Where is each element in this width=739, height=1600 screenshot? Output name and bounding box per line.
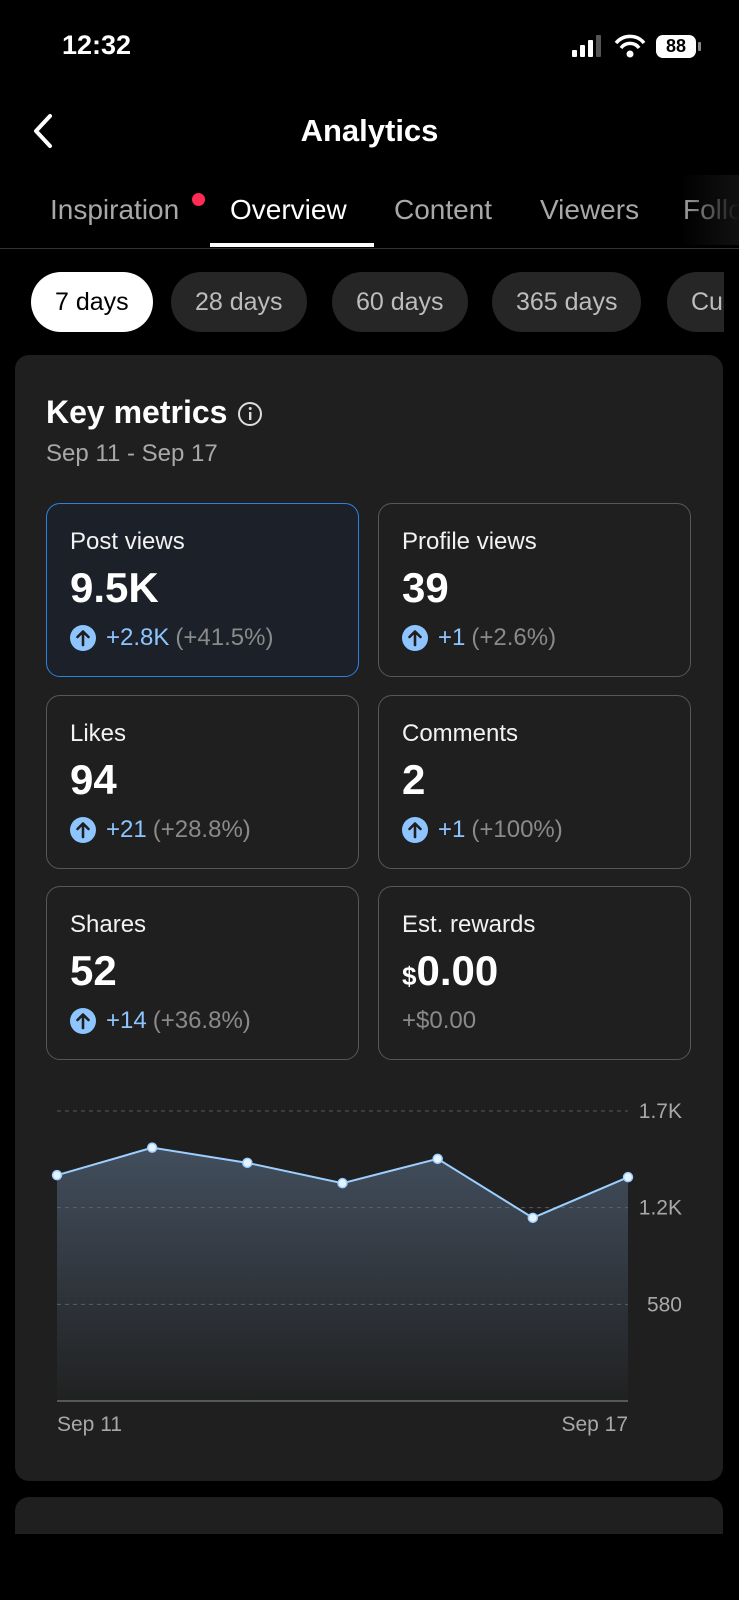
tab-bar: InspirationOverviewContentViewersFollowe… <box>0 0 739 250</box>
metric-value: 94 <box>70 756 117 804</box>
period-pill[interactable]: 365 days <box>492 272 642 332</box>
notification-dot <box>192 193 205 206</box>
next-card <box>15 1497 723 1534</box>
chart: 580 1.2K 1.7K Sep 11 Sep 17 <box>51 1100 682 1436</box>
period-pill[interactable]: 60 days <box>332 272 468 332</box>
point <box>242 1157 253 1169</box>
metric-number: 2 <box>402 756 426 803</box>
change-amount: +$0.00 <box>402 1007 477 1034</box>
y-tick-label: 1.2K <box>639 1197 682 1220</box>
metric-value: 9.5K <box>70 564 159 612</box>
point <box>146 1142 158 1153</box>
page-title: Analytics <box>300 113 439 148</box>
up-arrow <box>76 630 90 647</box>
up-arrow <box>408 630 422 647</box>
tab-divider <box>0 248 739 249</box>
change-percent: (+100%) <box>471 816 563 843</box>
metric-change: +1 (+100%) <box>402 816 563 844</box>
x-tick-label: Sep 17 <box>561 1413 628 1436</box>
y-tick-label: 1.7K <box>639 1100 682 1123</box>
up-icon <box>402 817 428 843</box>
period-bar: 7 days 28 days 60 days 365 days Custom <box>0 0 724 340</box>
metric-change: +1 (+2.6%) <box>402 624 556 652</box>
change-amount: +21 <box>106 816 147 843</box>
metric-label: Post views <box>70 528 185 555</box>
change-percent: (+28.8%) <box>152 816 251 843</box>
status-icons <box>572 34 701 58</box>
metric-box[interactable]: Profile views 39 +1 (+2.6%) <box>378 503 691 677</box>
metric-box[interactable]: Likes 94 +21 (+28.8%) <box>46 695 359 869</box>
change-percent: (+36.8%) <box>152 1007 251 1034</box>
tab[interactable]: Viewers <box>540 194 640 225</box>
metric-label: Est. rewards <box>402 911 536 938</box>
period-pill[interactable]: 7 days <box>31 272 153 332</box>
metric-value: 2 <box>402 756 425 804</box>
tab[interactable]: Content <box>394 194 493 225</box>
point <box>622 1171 634 1183</box>
point <box>51 1169 63 1181</box>
metric-number: 39 <box>402 564 449 611</box>
metric-box[interactable]: Comments 2 +1 (+100%) <box>378 695 691 869</box>
tab-underline <box>210 243 374 247</box>
metric-change: +14 (+36.8%) <box>70 1007 251 1035</box>
back-button[interactable] <box>28 112 58 152</box>
change-percent: (+41.5%) <box>175 624 274 651</box>
metric-value: 39 <box>402 564 449 612</box>
info-icon[interactable] <box>237 401 265 429</box>
status-time: 12:32 <box>62 30 132 60</box>
period-pill[interactable]: Custom <box>667 272 724 332</box>
change-percent: (+2.6%) <box>471 624 557 651</box>
metric-box[interactable]: Est. rewards $0.00 +$0.00 <box>378 886 691 1060</box>
metric-number: 52 <box>70 947 117 994</box>
y-tick-label: 580 <box>647 1293 682 1316</box>
metric-label: Likes <box>70 720 127 747</box>
up-arrow <box>76 822 90 839</box>
metric-label: Shares <box>70 911 147 938</box>
tab[interactable]: Overview <box>230 194 347 225</box>
up-icon <box>402 625 428 651</box>
change-amount: +1 <box>438 624 466 651</box>
up-icon <box>70 625 96 651</box>
metric-number: 94 <box>70 756 117 803</box>
change-amount: +1 <box>438 816 466 843</box>
metric-currency: $ <box>402 961 417 991</box>
up-arrow <box>408 822 422 839</box>
point <box>527 1212 539 1224</box>
metric-number: 9.5K <box>70 564 159 611</box>
battery-level: 88 <box>665 36 687 56</box>
tab-fade <box>680 175 739 245</box>
x-tick-label: Sep 11 <box>57 1413 122 1436</box>
up-arrow <box>76 1013 90 1030</box>
area <box>57 1147 628 1401</box>
metric-label: Comments <box>402 720 519 747</box>
metric-box[interactable]: Shares 52 +14 (+36.8%) <box>46 886 359 1060</box>
metric-value: $0.00 <box>402 947 498 995</box>
metric-change: +21 (+28.8%) <box>70 816 251 844</box>
tab[interactable]: Inspiration <box>50 194 180 225</box>
metric-change: +$0.00 <box>402 1007 476 1035</box>
change-amount: +2.8K <box>106 624 170 651</box>
date-range: Sep 11 - Sep 17 <box>46 440 218 467</box>
point <box>337 1177 348 1189</box>
metric-box[interactable]: Post views 9.5K +2.8K (+41.5%) <box>46 503 359 677</box>
period-pill[interactable]: 28 days <box>171 272 307 332</box>
metric-number: 0.00 <box>416 947 499 994</box>
metric-label: Profile views <box>402 528 537 555</box>
point <box>432 1153 443 1165</box>
up-icon <box>70 1008 96 1034</box>
metric-change: +2.8K (+41.5%) <box>70 624 273 652</box>
card-title: Key metrics <box>46 394 228 430</box>
metric-value: 52 <box>70 947 117 995</box>
change-amount: +14 <box>106 1007 147 1034</box>
up-icon <box>70 817 96 843</box>
